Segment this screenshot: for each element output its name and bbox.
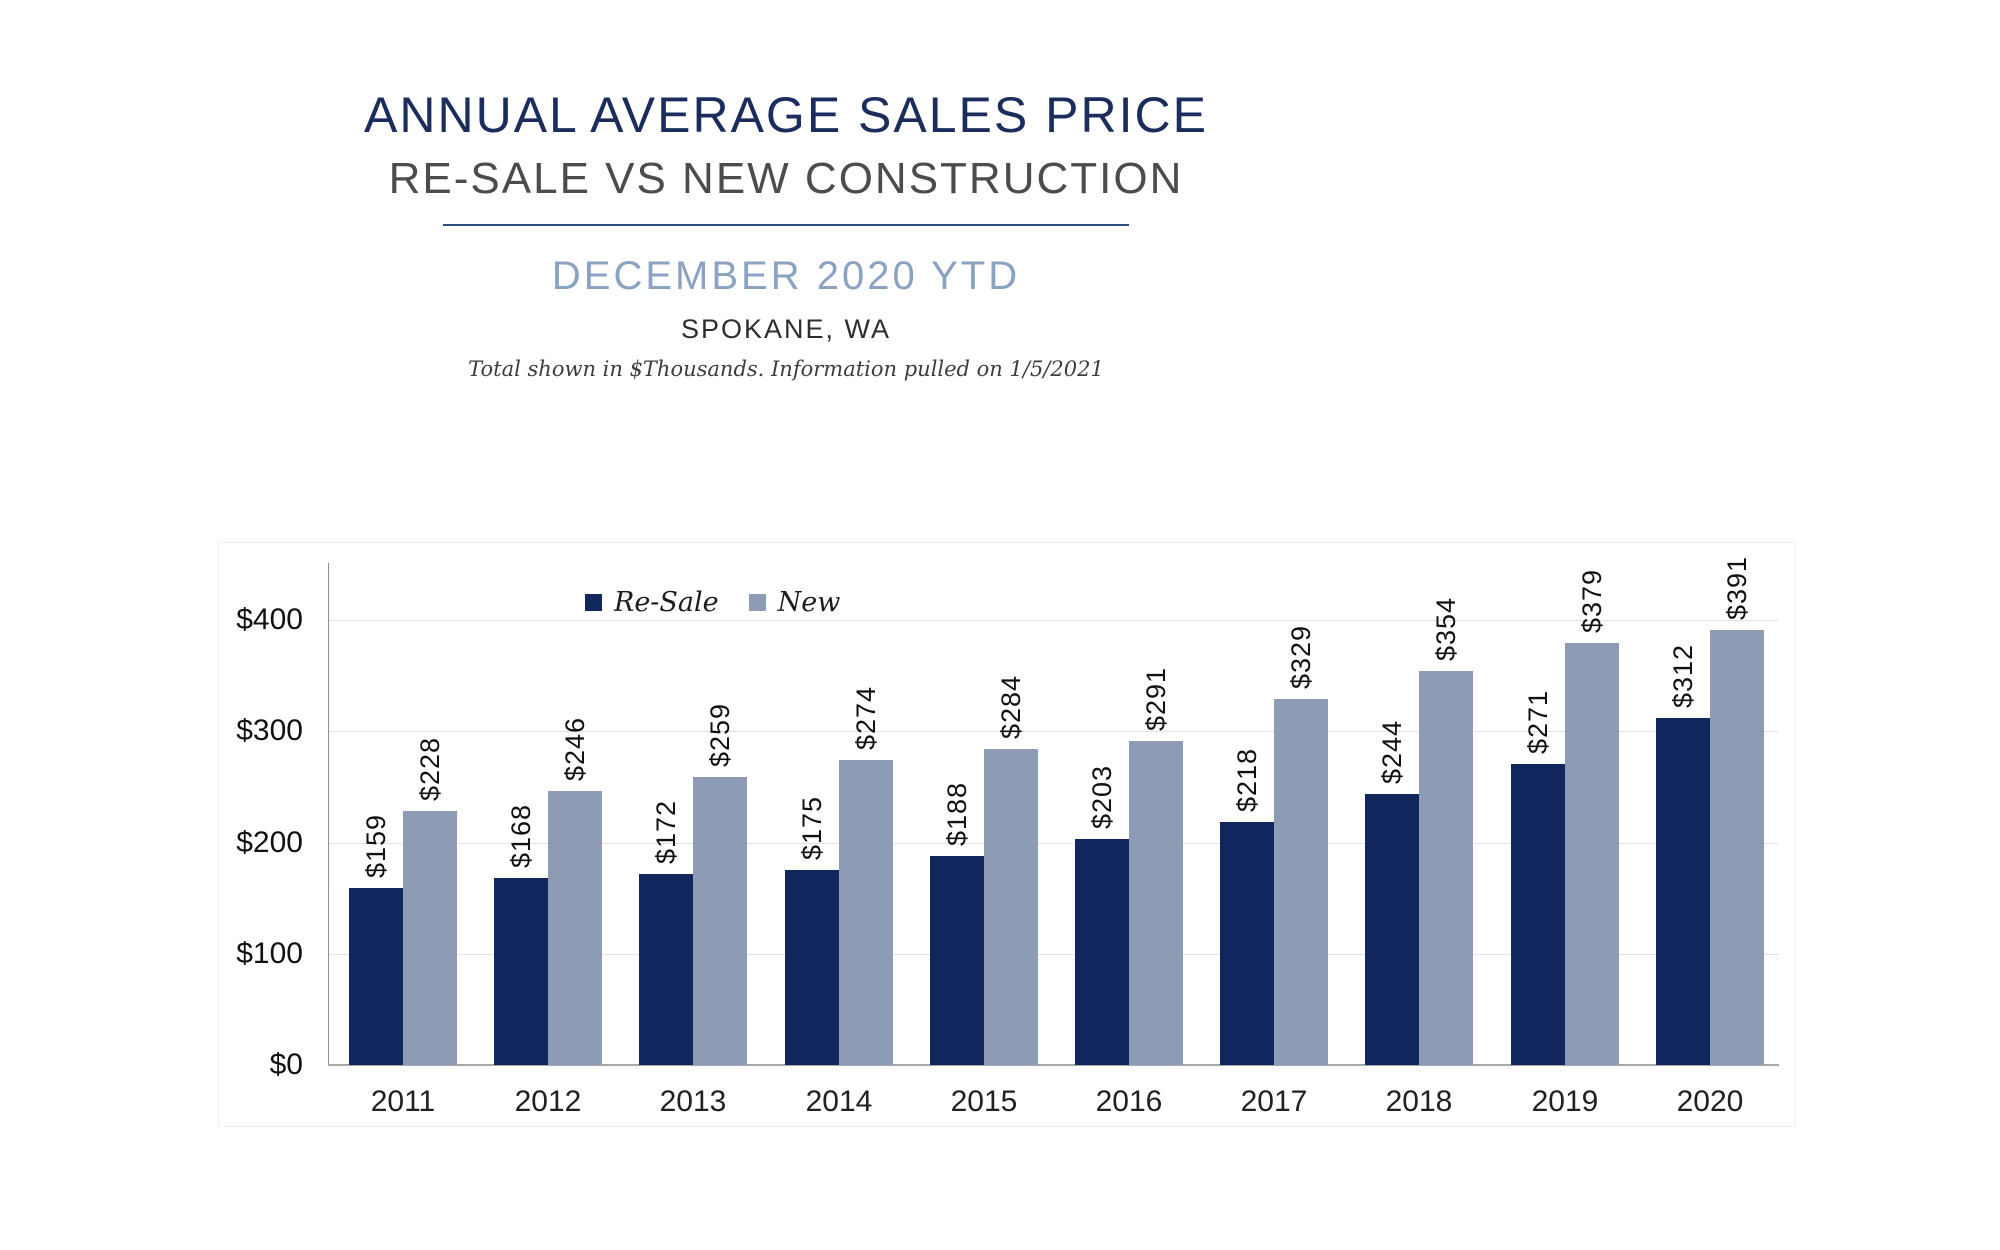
bar-value-anchor: $329 xyxy=(1286,625,1317,689)
bar-value-anchor: $379 xyxy=(1577,569,1608,633)
page-subtitle: RE-SALE VS NEW CONSTRUCTION xyxy=(388,154,1184,203)
bar-value-anchor: $168 xyxy=(506,804,537,868)
x-axis-line xyxy=(328,1064,1779,1066)
x-axis-label-2020: 2020 xyxy=(1676,1085,1744,1118)
bar-value-label-new-2014: $274 xyxy=(851,685,881,750)
y-axis-label-400: $400 xyxy=(236,603,303,636)
legend-swatch-resale xyxy=(585,594,602,611)
y-axis-label-300: $300 xyxy=(236,714,303,747)
x-axis-label-2017: 2017 xyxy=(1240,1085,1308,1118)
bar-new-2012 xyxy=(548,791,602,1065)
bar-new-2013 xyxy=(693,777,747,1065)
bar-value-anchor: $246 xyxy=(560,717,591,781)
y-axis-label-0: $0 xyxy=(269,1048,303,1081)
bar-value-label-new-2019: $379 xyxy=(1577,568,1607,633)
bar-value-anchor: $259 xyxy=(705,703,736,767)
bar-value-label-new-2017: $329 xyxy=(1286,624,1316,689)
bar-new-2015 xyxy=(984,749,1038,1065)
bar-resale-2015 xyxy=(930,856,984,1065)
bar-value-label-resale-2016: $203 xyxy=(1087,764,1117,829)
bar-value-anchor: $274 xyxy=(851,686,882,750)
y-axis-line xyxy=(328,563,329,1065)
bar-resale-2018 xyxy=(1365,794,1419,1065)
bar-value-label-resale-2018: $244 xyxy=(1377,719,1407,784)
bar-value-anchor: $284 xyxy=(996,675,1027,739)
bar-value-anchor: $354 xyxy=(1431,597,1462,661)
bar-new-2011 xyxy=(403,811,457,1065)
bar-value-anchor: $188 xyxy=(942,782,973,846)
bar-value-label-new-2018: $354 xyxy=(1431,596,1461,661)
bar-resale-2016 xyxy=(1075,839,1129,1065)
gridline-100 xyxy=(329,954,1779,955)
x-axis-label-2015: 2015 xyxy=(950,1085,1018,1118)
legend-label-resale: Re-Sale xyxy=(614,587,719,618)
x-axis-label-2012: 2012 xyxy=(514,1085,582,1118)
bar-value-anchor: $312 xyxy=(1668,644,1699,708)
bar-value-anchor: $218 xyxy=(1232,748,1263,812)
bar-value-label-new-2013: $259 xyxy=(705,702,735,767)
bar-resale-2013 xyxy=(639,874,693,1065)
bar-chart: $0 $100 $200 $300 $400 $159 $228 2011 $168 $246 20… xyxy=(218,542,1796,1127)
bar-resale-2019 xyxy=(1511,764,1565,1065)
x-axis-label-2013: 2013 xyxy=(659,1085,727,1118)
bar-new-2018 xyxy=(1419,671,1473,1065)
bar-value-anchor: $159 xyxy=(361,814,392,878)
bar-value-label-resale-2014: $175 xyxy=(797,795,827,860)
bar-resale-2020 xyxy=(1656,718,1710,1065)
bar-resale-2014 xyxy=(785,870,839,1065)
legend-item-new: New xyxy=(748,587,841,618)
bar-value-anchor: $175 xyxy=(797,796,828,860)
bar-resale-2011 xyxy=(349,888,403,1065)
gridline-400 xyxy=(329,620,1779,621)
gridline-200 xyxy=(329,843,1779,844)
report-location: SPOKANE, WA xyxy=(680,314,892,344)
gridline-300 xyxy=(329,731,1779,732)
bar-value-anchor: $271 xyxy=(1523,690,1554,754)
y-axis-label-200: $200 xyxy=(236,826,303,859)
bar-value-label-resale-2012: $168 xyxy=(506,803,536,868)
bar-new-2017 xyxy=(1274,699,1328,1065)
x-axis-label-2011: 2011 xyxy=(370,1085,436,1118)
bar-value-anchor: $244 xyxy=(1377,720,1408,784)
bar-new-2014 xyxy=(839,760,893,1065)
y-axis-label-100: $100 xyxy=(236,937,303,970)
bar-value-label-resale-2019: $271 xyxy=(1523,689,1553,754)
report-period: DECEMBER 2020 YTD xyxy=(551,254,1021,298)
bar-value-anchor: $391 xyxy=(1722,556,1753,620)
header: ANNUAL AVERAGE SALES PRICE RE-SALE VS NE… xyxy=(0,86,1572,381)
bar-resale-2017 xyxy=(1220,822,1274,1065)
x-axis-label-2018: 2018 xyxy=(1385,1085,1453,1118)
bar-new-2019 xyxy=(1565,643,1619,1065)
bar-value-label-new-2012: $246 xyxy=(560,716,590,781)
plot-area: $0 $100 $200 $300 $400 $159 $228 2011 $168 $246 20… xyxy=(219,543,1795,1126)
bar-value-label-resale-2011: $159 xyxy=(361,813,391,878)
bar-value-label-new-2020: $391 xyxy=(1722,555,1752,620)
bar-resale-2012 xyxy=(494,878,548,1065)
bar-value-anchor: $203 xyxy=(1087,765,1118,829)
chart-legend: Re-Sale New xyxy=(585,587,840,618)
x-axis-label-2019: 2019 xyxy=(1531,1085,1599,1118)
legend-swatch-new xyxy=(748,594,766,611)
legend-label-new: New xyxy=(777,587,841,618)
bar-value-anchor: $291 xyxy=(1141,667,1172,731)
bar-new-2016 xyxy=(1129,741,1183,1065)
bar-value-label-new-2015: $284 xyxy=(996,674,1026,739)
report-footnote: Total shown in $Thousands. Information p… xyxy=(468,357,1104,381)
page-title: ANNUAL AVERAGE SALES PRICE xyxy=(364,87,1208,143)
x-axis-label-2016: 2016 xyxy=(1095,1085,1163,1118)
header-divider xyxy=(443,224,1129,226)
x-axis-label-2014: 2014 xyxy=(805,1085,873,1118)
bar-value-label-resale-2017: $218 xyxy=(1232,747,1262,812)
bar-value-label-resale-2013: $172 xyxy=(651,799,681,864)
legend-item-resale: Re-Sale xyxy=(585,587,719,618)
bar-value-label-resale-2015: $188 xyxy=(942,781,972,846)
bar-new-2020 xyxy=(1710,630,1764,1065)
bar-value-label-resale-2020: $312 xyxy=(1668,643,1698,708)
bar-value-label-new-2016: $291 xyxy=(1141,666,1171,731)
bar-value-label-new-2011: $228 xyxy=(415,736,445,801)
bar-value-anchor: $228 xyxy=(415,737,446,801)
bar-value-anchor: $172 xyxy=(651,800,682,864)
